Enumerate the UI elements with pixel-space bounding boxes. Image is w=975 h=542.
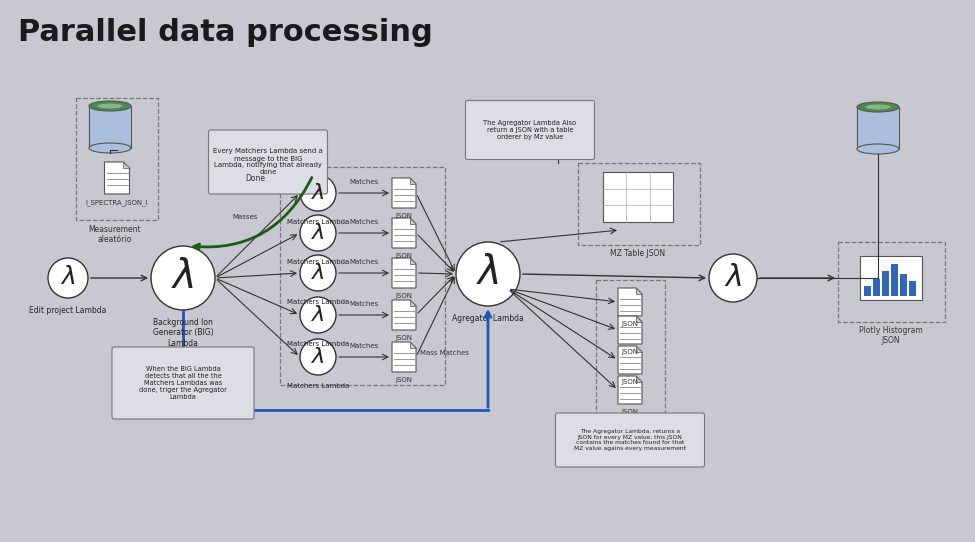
Text: $\lambda$: $\lambda$ xyxy=(311,304,325,326)
Circle shape xyxy=(48,258,88,298)
Text: Background Ion
Generator (BIG)
Lambda: Background Ion Generator (BIG) Lambda xyxy=(153,318,214,348)
Text: JSON: JSON xyxy=(621,379,639,385)
Ellipse shape xyxy=(866,105,890,109)
Text: JSON: JSON xyxy=(621,349,639,355)
Circle shape xyxy=(709,254,757,302)
Text: $\lambda$: $\lambda$ xyxy=(172,260,195,296)
Ellipse shape xyxy=(537,144,579,154)
Circle shape xyxy=(300,339,336,375)
Ellipse shape xyxy=(89,143,131,153)
Text: Agregator Lambda: Agregator Lambda xyxy=(452,314,524,323)
FancyBboxPatch shape xyxy=(864,286,871,296)
Circle shape xyxy=(300,215,336,251)
Text: Matches: Matches xyxy=(349,219,378,225)
Text: Matchers Lambda: Matchers Lambda xyxy=(287,383,349,389)
Polygon shape xyxy=(636,288,642,294)
Circle shape xyxy=(456,242,520,306)
Text: Done: Done xyxy=(245,174,265,183)
Text: JSON: JSON xyxy=(621,409,639,415)
Polygon shape xyxy=(410,178,416,184)
Polygon shape xyxy=(392,300,416,330)
Polygon shape xyxy=(123,162,130,168)
FancyBboxPatch shape xyxy=(465,100,595,159)
Circle shape xyxy=(300,175,336,211)
Text: JSON: JSON xyxy=(621,321,639,327)
Text: JSON: JSON xyxy=(396,377,412,383)
Text: I_SPECTRA_JSON_I: I_SPECTRA_JSON_I xyxy=(86,199,148,206)
Text: Matchers Lambda: Matchers Lambda xyxy=(287,299,349,305)
Text: Parallel data processing: Parallel data processing xyxy=(18,18,433,47)
Text: Matchers Lambda: Matchers Lambda xyxy=(287,219,349,225)
Polygon shape xyxy=(410,218,416,224)
Ellipse shape xyxy=(545,105,570,109)
Text: The Agregator Lambda Also
return a JSON with a table
orderer by Mz value: The Agregator Lambda Also return a JSON … xyxy=(484,120,576,140)
Text: Matchers Lambda: Matchers Lambda xyxy=(287,341,349,347)
Text: $\lambda$: $\lambda$ xyxy=(311,222,325,244)
Polygon shape xyxy=(636,346,642,352)
Polygon shape xyxy=(410,258,416,264)
Ellipse shape xyxy=(98,104,123,108)
Polygon shape xyxy=(392,218,416,248)
Text: JSON: JSON xyxy=(396,293,412,299)
Text: $\lambda$: $\lambda$ xyxy=(477,255,499,293)
Text: $\lambda$: $\lambda$ xyxy=(60,267,76,289)
Text: The Agregator Lambda, returns a
JSON for every MZ value, this JSON
contains the : The Agregator Lambda, returns a JSON for… xyxy=(574,429,686,451)
Text: When the BIG Lambda
detects that all the the
Matchers Lambdas was
done, triger t: When the BIG Lambda detects that all the… xyxy=(139,366,227,400)
Text: Every Matchers Lambda send a
message to the BIG
Lambda, notifying that already
d: Every Matchers Lambda send a message to … xyxy=(214,149,323,176)
Text: JSON: JSON xyxy=(396,335,412,341)
FancyBboxPatch shape xyxy=(900,274,907,296)
Text: JSON: JSON xyxy=(396,253,412,259)
Text: Plotly Histogram
JSON: Plotly Histogram JSON xyxy=(859,326,923,345)
Text: Masses: Masses xyxy=(232,214,257,220)
Polygon shape xyxy=(636,376,642,382)
Text: Matches: Matches xyxy=(349,179,378,185)
FancyBboxPatch shape xyxy=(857,107,899,149)
FancyBboxPatch shape xyxy=(556,413,705,467)
Text: $\lambda$: $\lambda$ xyxy=(311,182,325,204)
Text: $\lambda$: $\lambda$ xyxy=(311,262,325,284)
Ellipse shape xyxy=(857,102,899,112)
Circle shape xyxy=(300,255,336,291)
FancyBboxPatch shape xyxy=(909,281,916,296)
Text: Matches: Matches xyxy=(349,259,378,265)
FancyBboxPatch shape xyxy=(882,270,889,296)
Polygon shape xyxy=(392,258,416,288)
Text: Matches: Matches xyxy=(349,301,378,307)
Text: MZ Table JSON: MZ Table JSON xyxy=(610,249,666,258)
FancyBboxPatch shape xyxy=(603,172,673,222)
Ellipse shape xyxy=(89,101,131,111)
Polygon shape xyxy=(618,316,642,344)
Text: $\lambda$: $\lambda$ xyxy=(724,264,742,292)
Polygon shape xyxy=(392,178,416,208)
Text: JSON: JSON xyxy=(396,213,412,219)
Text: Edit project Lambda: Edit project Lambda xyxy=(29,306,106,315)
Text: Measurement
aleatório: Measurement aleatório xyxy=(89,225,141,244)
Polygon shape xyxy=(410,342,416,348)
Ellipse shape xyxy=(857,144,899,154)
Text: Mass Matches: Mass Matches xyxy=(420,350,469,356)
FancyBboxPatch shape xyxy=(209,130,328,194)
Text: Matchers Lambda: Matchers Lambda xyxy=(287,259,349,265)
Polygon shape xyxy=(618,288,642,316)
Polygon shape xyxy=(392,342,416,372)
Polygon shape xyxy=(410,300,416,306)
Circle shape xyxy=(300,297,336,333)
Polygon shape xyxy=(618,376,642,404)
FancyBboxPatch shape xyxy=(537,107,579,149)
FancyBboxPatch shape xyxy=(112,347,254,419)
Text: $\lambda$: $\lambda$ xyxy=(311,346,325,368)
Text: Matches: Matches xyxy=(349,343,378,349)
Polygon shape xyxy=(636,316,642,322)
FancyBboxPatch shape xyxy=(891,264,898,296)
Circle shape xyxy=(151,246,215,310)
FancyBboxPatch shape xyxy=(873,279,879,296)
Polygon shape xyxy=(104,162,130,194)
Polygon shape xyxy=(618,346,642,374)
FancyBboxPatch shape xyxy=(89,106,131,148)
Ellipse shape xyxy=(537,102,579,112)
FancyBboxPatch shape xyxy=(860,256,922,300)
